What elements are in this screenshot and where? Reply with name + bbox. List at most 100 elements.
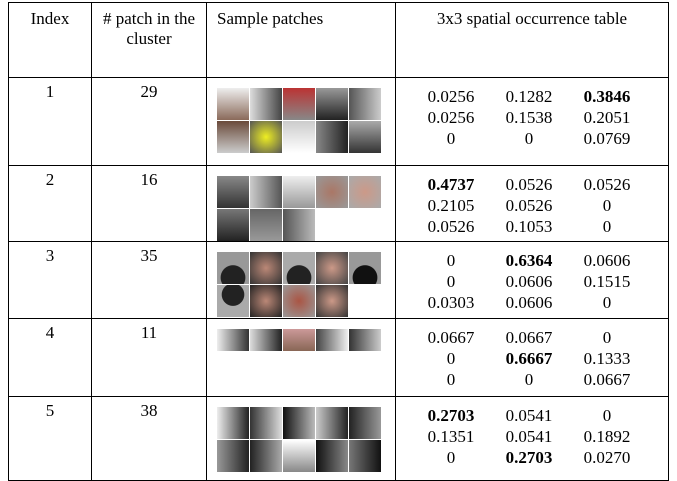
occurrence-value: 0.6667 [490, 348, 568, 369]
occurrence-value: 0 [568, 292, 646, 313]
patch-image [316, 252, 348, 284]
header-cell: # patch in the cluster [92, 3, 207, 78]
patch-image [250, 88, 282, 120]
patch-image [316, 88, 348, 120]
index-cell: 3 [9, 242, 92, 319]
patch-image [283, 252, 315, 284]
occurrence-value: 0.1538 [490, 107, 568, 128]
patches-cell [207, 242, 396, 319]
occurrence-value: 0.1515 [568, 271, 646, 292]
patch-image [349, 252, 381, 284]
patch-image [217, 121, 249, 153]
sample-patches [217, 407, 387, 472]
patch-image [349, 88, 381, 120]
occurrence-value: 0.0606 [490, 271, 568, 292]
occurrence-value: 0.0769 [568, 128, 646, 149]
occurrence-value: 0.1053 [490, 216, 568, 237]
occurrence-value: 0.0526 [568, 174, 646, 195]
patch-image [316, 176, 348, 208]
results-table: Index # patch in the cluster Sample patc… [8, 2, 669, 481]
patch-image [250, 209, 282, 241]
index-cell: 1 [9, 78, 92, 166]
patch-image [283, 121, 315, 153]
count-cell: 11 [92, 319, 207, 397]
patch-image [283, 176, 315, 208]
patch-image [283, 407, 315, 439]
occurrence-value: 0 [568, 405, 646, 426]
occurrence-value: 0.1351 [412, 426, 490, 447]
occurrence-value: 0.0526 [490, 174, 568, 195]
occurrence-value: 0 [568, 195, 646, 216]
sample-patches [217, 329, 387, 351]
patch-image [349, 407, 381, 439]
occurrence-value: 0.2051 [568, 107, 646, 128]
patch-image [349, 440, 381, 472]
patch-image [217, 440, 249, 472]
patch-image [283, 285, 315, 317]
occurrence-value: 0.0303 [412, 292, 490, 313]
patch-image [283, 209, 315, 241]
occurrence-value: 0.4737 [412, 174, 490, 195]
occurrence-value: 0.2703 [490, 447, 568, 468]
patch-image [316, 440, 348, 472]
occurrence-value: 0.0541 [490, 405, 568, 426]
header-row: Index # patch in the cluster Sample patc… [9, 3, 669, 78]
patch-image [217, 209, 249, 241]
patch-image [250, 407, 282, 439]
patch-image [250, 176, 282, 208]
patch-image [217, 88, 249, 120]
occurrence-value: 0 [490, 369, 568, 390]
occurrence-value: 0.1892 [568, 426, 646, 447]
patches-cell [207, 166, 396, 242]
index-cell: 4 [9, 319, 92, 397]
count-cell: 35 [92, 242, 207, 319]
patch-image [250, 440, 282, 472]
occurrence-value: 0.0606 [568, 250, 646, 271]
patch-image [217, 252, 249, 284]
occurrence-value: 0.0526 [412, 216, 490, 237]
occurrence-value: 0.0606 [490, 292, 568, 313]
patches-cell [207, 319, 396, 397]
occurrence-value: 0.2105 [412, 195, 490, 216]
occurrence-value: 0 [412, 250, 490, 271]
header-cell: Index [9, 3, 92, 78]
sample-patches [217, 88, 387, 153]
patch-image [250, 121, 282, 153]
occurrence-value: 0.1282 [490, 86, 568, 107]
occurrence-value: 0 [412, 271, 490, 292]
patch-image [316, 285, 348, 317]
patch-image [283, 440, 315, 472]
patches-cell [207, 78, 396, 166]
occurrence-value: 0.3846 [568, 86, 646, 107]
patch-image [217, 285, 249, 317]
occurrence-value: 0.0667 [568, 369, 646, 390]
patch-image [283, 88, 315, 120]
sample-patches [217, 176, 387, 241]
occurrence-value: 0.0270 [568, 447, 646, 468]
count-cell: 29 [92, 78, 207, 166]
occurrence-value: 0 [568, 216, 646, 237]
occurrence-value: 0.0667 [490, 327, 568, 348]
patch-image [349, 176, 381, 208]
occurrence-value: 0.2703 [412, 405, 490, 426]
occurrence-value: 0 [568, 327, 646, 348]
index-cell: 5 [9, 397, 92, 481]
occurrence-value: 0 [490, 128, 568, 149]
patch-image [316, 407, 348, 439]
patch-image [316, 329, 348, 351]
occurrence-value: 0.0526 [490, 195, 568, 216]
occurrence-value: 0.0256 [412, 86, 490, 107]
